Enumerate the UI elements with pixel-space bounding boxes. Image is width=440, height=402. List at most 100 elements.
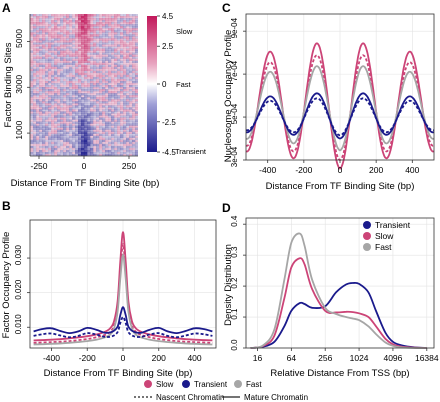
heatmap-cell	[111, 115, 115, 118]
heatmap-cell	[81, 137, 85, 141]
heatmap-cell	[120, 18, 124, 21]
heatmap-cell	[30, 26, 34, 29]
heatmap-cell	[33, 145, 37, 149]
heatmap-cell	[57, 91, 61, 94]
heatmap-cell	[69, 80, 73, 84]
heatmap-cell	[96, 87, 100, 90]
heatmap-cell	[123, 135, 127, 139]
heatmap-cell	[108, 40, 112, 43]
legend-label-nascent: Nascent Chromatin	[156, 393, 224, 402]
heatmap-cell	[60, 60, 64, 63]
heatmap-cell	[51, 139, 55, 143]
heatmap-cell	[90, 70, 94, 74]
heatmap-cell	[36, 143, 40, 147]
heatmap-cell	[111, 46, 115, 49]
heatmap-cell	[93, 149, 97, 153]
heatmap-cell	[60, 50, 64, 53]
heatmap-cell	[78, 89, 82, 92]
heatmap-cell	[60, 76, 64, 80]
heatmap-cell	[96, 135, 100, 139]
heatmap-cell	[54, 95, 58, 98]
heatmap-cell	[108, 60, 112, 63]
heatmap-cell	[42, 34, 46, 37]
heatmap-cell	[90, 107, 94, 110]
heatmap-cell	[69, 38, 73, 41]
heatmap-cell	[30, 34, 34, 37]
heatmap-cell	[57, 16, 61, 19]
heatmap-cell	[126, 149, 130, 153]
heatmap-cell	[63, 16, 67, 19]
heatmap-cell	[90, 85, 94, 88]
heatmap-cell	[126, 139, 130, 143]
heatmap-cell	[120, 36, 124, 39]
heatmap-cell	[36, 141, 40, 145]
heatmap-cell	[51, 91, 55, 94]
heatmap-cell	[30, 74, 34, 78]
heatmap-cell	[99, 151, 103, 155]
heatmap-cell	[75, 101, 79, 104]
heatmap-cell	[90, 125, 94, 128]
heatmap-cell	[108, 139, 112, 143]
heatmap-cell	[114, 78, 118, 82]
heatmap-cell	[84, 46, 88, 49]
heatmap-cell	[135, 42, 138, 45]
heatmap-cell	[117, 91, 121, 94]
heatmap-cell	[69, 52, 73, 55]
heatmap-cell	[102, 151, 106, 155]
heatmap-cell	[33, 52, 37, 55]
heatmap-cell	[105, 80, 109, 84]
heatmap-cell	[60, 32, 64, 35]
heatmap-cell	[66, 93, 70, 96]
heatmap-cell	[111, 64, 115, 68]
heatmap-cell	[51, 34, 55, 37]
heatmap-cell	[102, 127, 106, 130]
heatmap-cell	[135, 103, 138, 106]
heatmap-cell	[99, 52, 103, 55]
heatmap-cell	[123, 46, 127, 49]
heatmap-cell	[87, 22, 91, 25]
heatmap-cell	[33, 143, 37, 147]
heatmap-cell	[69, 123, 73, 126]
heatmap-cell	[84, 113, 88, 116]
heatmap-cell	[36, 46, 40, 49]
heatmap-cell	[54, 74, 58, 78]
heatmap-cell	[114, 123, 118, 126]
heatmap-cell	[33, 103, 37, 106]
heatmap-cell	[39, 93, 43, 96]
heatmap-cell	[105, 99, 109, 102]
heatmap-cell	[60, 143, 64, 147]
heatmap-cell	[30, 46, 34, 49]
heatmap-cell	[102, 121, 106, 124]
heatmap-cell	[102, 30, 106, 33]
heatmap-cell	[54, 117, 58, 120]
heatmap-cell	[111, 121, 115, 124]
heatmap-cell	[132, 18, 136, 21]
heatmap-cell	[90, 117, 94, 120]
heatmap-cell	[60, 145, 64, 149]
heatmap-cell	[117, 147, 121, 151]
heatmap-cell	[36, 16, 40, 19]
heatmap-cell	[66, 129, 70, 132]
heatmap-cell	[72, 54, 76, 57]
heatmap-cell	[63, 151, 67, 155]
legend-label-mature: Mature Chromatin	[244, 393, 308, 402]
heatmap-cell	[54, 99, 58, 102]
heatmap-cell	[90, 115, 94, 118]
heatmap-cell	[126, 18, 130, 21]
heatmap-cell	[42, 20, 46, 23]
heatmap-cell	[93, 74, 97, 78]
heatmap-cell	[90, 149, 94, 153]
heatmap-cell	[66, 28, 70, 31]
heatmap-cell	[48, 105, 52, 108]
heatmap-cell	[30, 149, 34, 153]
heatmap-cell	[102, 34, 106, 37]
heatmap-cell	[51, 109, 55, 112]
y-tick-label: 0.1	[230, 308, 239, 320]
heatmap-cell	[54, 89, 58, 92]
heatmap-cell	[108, 149, 112, 153]
heatmap-cell	[66, 111, 70, 114]
heatmap-cell	[39, 74, 43, 78]
heatmap-cell	[120, 113, 124, 116]
heatmap-cell	[123, 58, 127, 61]
heatmap-cell	[102, 139, 106, 143]
